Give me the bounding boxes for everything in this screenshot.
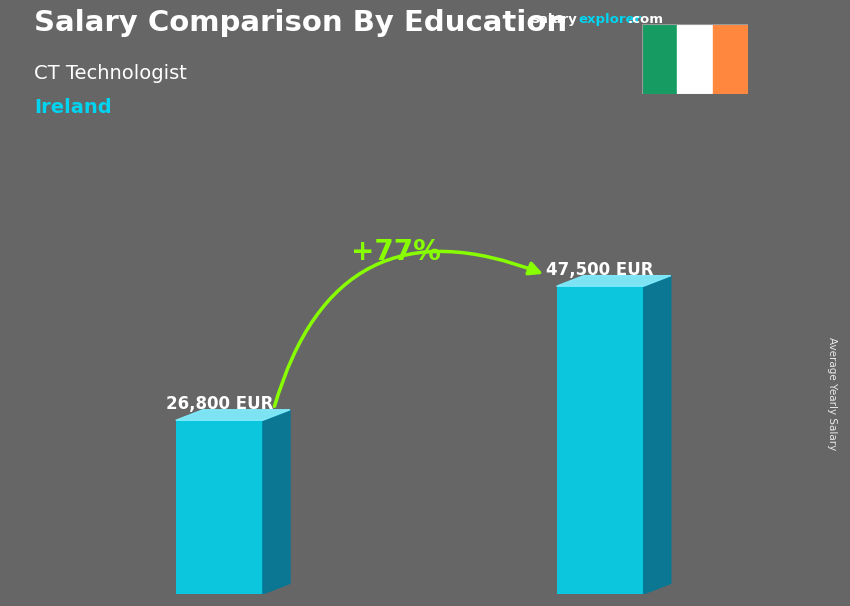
Text: Ireland: Ireland: [34, 98, 111, 117]
Text: Salary Comparison By Education: Salary Comparison By Education: [34, 9, 567, 37]
Polygon shape: [176, 410, 290, 421]
Text: .com: .com: [627, 13, 663, 26]
Bar: [557, 286, 643, 594]
Text: salary: salary: [531, 13, 577, 26]
Bar: [677, 24, 712, 94]
Polygon shape: [643, 276, 671, 594]
Polygon shape: [263, 410, 290, 594]
Polygon shape: [557, 276, 671, 286]
Text: +77%: +77%: [351, 238, 441, 266]
Text: Average Yearly Salary: Average Yearly Salary: [827, 338, 837, 450]
Bar: [176, 421, 263, 594]
Text: explorer: explorer: [578, 13, 641, 26]
Bar: [712, 24, 748, 94]
Bar: [642, 24, 677, 94]
Text: CT Technologist: CT Technologist: [34, 64, 187, 82]
Text: 47,500 EUR: 47,500 EUR: [547, 261, 654, 279]
Text: 26,800 EUR: 26,800 EUR: [166, 395, 273, 413]
